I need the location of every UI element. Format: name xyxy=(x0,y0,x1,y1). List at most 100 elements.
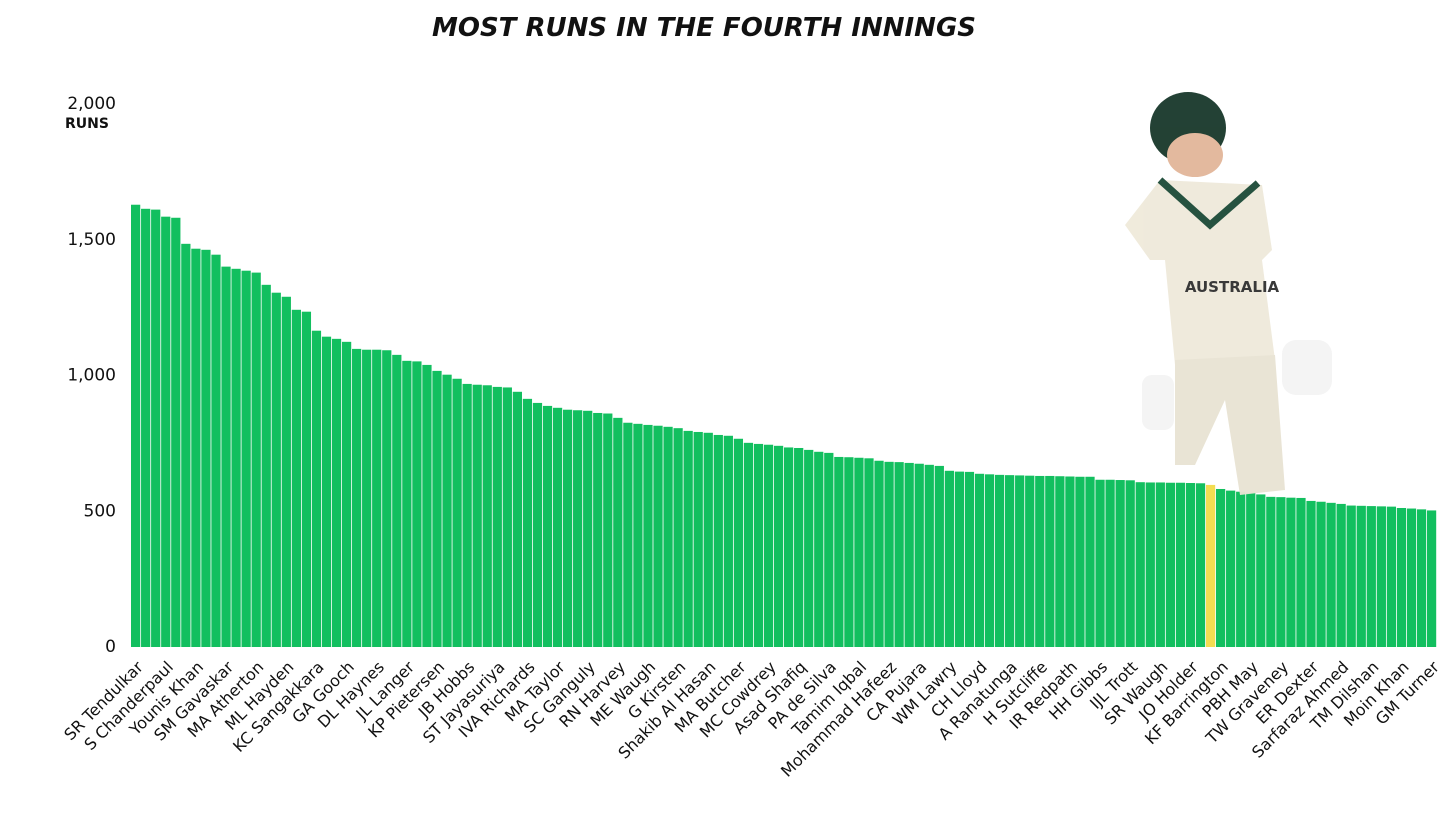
bar xyxy=(1065,476,1075,647)
bar xyxy=(1406,508,1417,647)
bar xyxy=(362,349,372,647)
bar xyxy=(613,417,623,647)
player-trousers xyxy=(1175,355,1285,495)
bar xyxy=(1035,475,1045,647)
bar xyxy=(784,447,794,647)
bar xyxy=(141,208,151,647)
bar xyxy=(794,447,804,647)
player-shirt xyxy=(1125,180,1275,365)
bar xyxy=(713,434,723,647)
bar xyxy=(502,387,512,647)
bar xyxy=(1266,496,1276,647)
bar xyxy=(1276,497,1286,647)
bar xyxy=(1175,482,1186,647)
bar xyxy=(492,386,502,647)
bar xyxy=(733,438,744,647)
bar xyxy=(1215,488,1226,647)
bar xyxy=(864,458,874,647)
bar xyxy=(1366,506,1376,647)
bar xyxy=(281,296,291,647)
bar xyxy=(241,270,251,647)
bar xyxy=(1256,494,1266,647)
bar xyxy=(1095,479,1105,647)
bar xyxy=(271,292,281,647)
y-axis-label: RUNS xyxy=(65,116,109,132)
bar xyxy=(894,462,904,647)
bar xyxy=(1346,505,1356,647)
bar xyxy=(914,463,924,647)
bar xyxy=(1015,475,1025,647)
bar xyxy=(703,432,713,647)
bar xyxy=(1005,475,1015,647)
bar xyxy=(482,385,492,647)
bar xyxy=(452,378,462,647)
bar xyxy=(341,341,352,647)
bar xyxy=(462,383,472,647)
bar xyxy=(321,336,332,647)
bar xyxy=(181,243,191,647)
player-collar xyxy=(1157,177,1261,230)
player-photo: AUSTRALIA xyxy=(1125,92,1332,495)
y-tick-label: 1,500 xyxy=(67,230,116,250)
bar xyxy=(583,410,593,647)
bar xyxy=(934,465,944,647)
bar xyxy=(1025,475,1035,647)
bar xyxy=(1236,491,1246,647)
bar xyxy=(673,428,683,647)
player-glove xyxy=(1142,375,1174,430)
bar xyxy=(1336,503,1346,647)
y-tick-label: 1,000 xyxy=(67,366,116,386)
bar xyxy=(1195,483,1206,647)
bar xyxy=(1416,509,1427,647)
bar xyxy=(633,423,643,647)
bar xyxy=(372,349,382,647)
bar xyxy=(352,348,362,647)
bar xyxy=(984,474,995,647)
bar xyxy=(693,431,703,647)
bar xyxy=(472,384,482,647)
bar xyxy=(834,456,844,647)
bar xyxy=(1145,482,1155,647)
bar xyxy=(1155,482,1165,647)
bar xyxy=(512,391,522,647)
player-face xyxy=(1167,133,1223,177)
bar xyxy=(573,410,583,647)
bar xyxy=(171,217,181,648)
bar xyxy=(944,470,954,647)
bar xyxy=(1185,483,1196,647)
bar xyxy=(1306,500,1316,647)
bar xyxy=(201,249,211,647)
bar xyxy=(161,216,171,648)
bar xyxy=(974,473,985,647)
bar xyxy=(382,350,392,647)
bar xyxy=(743,442,754,647)
bar xyxy=(1135,482,1145,647)
bar xyxy=(723,435,733,647)
bar xyxy=(994,474,1005,647)
y-tick-label: 0 xyxy=(105,637,116,657)
bar xyxy=(542,405,553,647)
bar xyxy=(964,471,975,647)
bar xyxy=(1075,476,1085,647)
bar xyxy=(432,370,442,647)
bar xyxy=(924,464,934,647)
bar xyxy=(291,309,301,647)
bar xyxy=(1316,501,1326,647)
bar xyxy=(643,424,653,647)
bar xyxy=(131,204,141,647)
bar xyxy=(603,413,613,647)
bar xyxy=(1326,502,1336,647)
bar xyxy=(301,311,312,647)
bar xyxy=(191,248,201,647)
bar xyxy=(653,425,663,647)
bar xyxy=(1356,505,1366,647)
bar xyxy=(522,398,533,647)
bar xyxy=(552,407,563,647)
bar xyxy=(231,268,241,647)
bar xyxy=(1125,480,1135,647)
bar xyxy=(1115,480,1125,647)
bar xyxy=(884,461,894,647)
y-tick-label: 500 xyxy=(84,501,116,521)
